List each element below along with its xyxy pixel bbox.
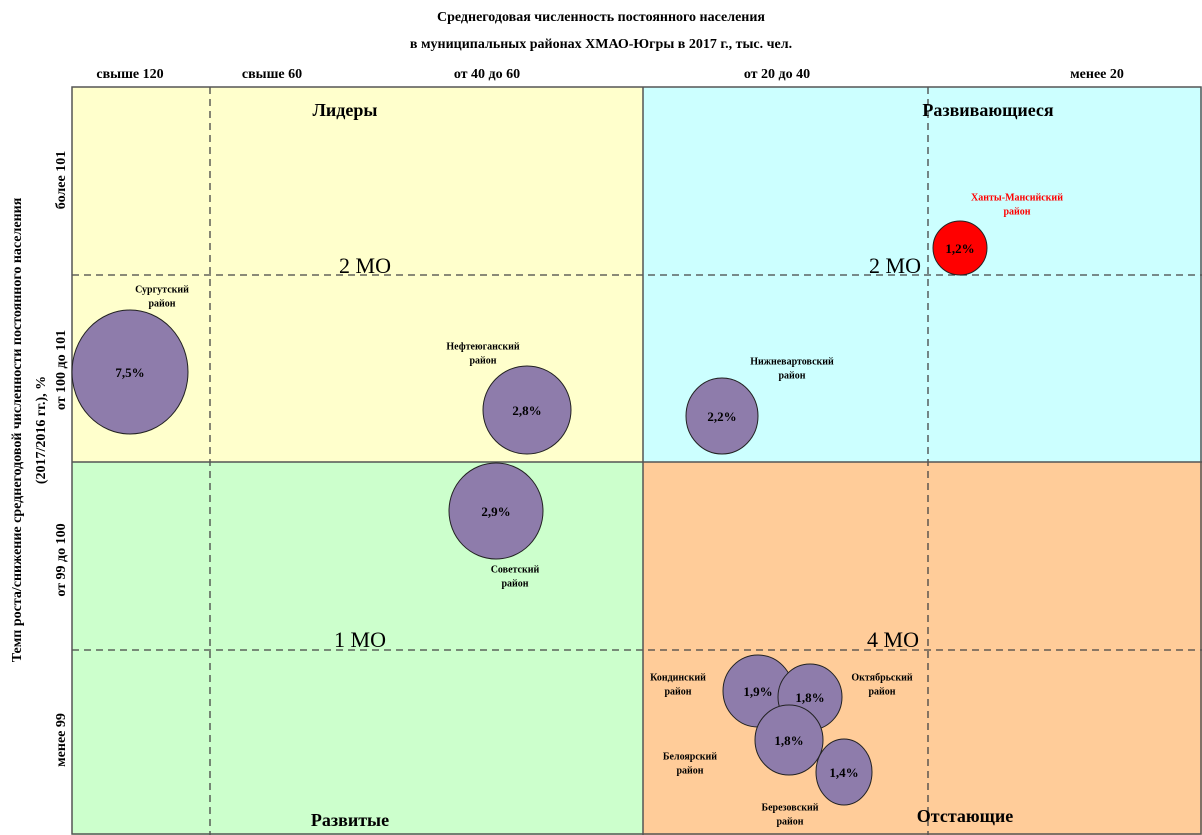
frame bbox=[71, 86, 1202, 835]
bubble bbox=[685, 377, 759, 455]
text: 2 МО bbox=[339, 253, 391, 278]
text: район bbox=[469, 355, 496, 366]
bubble bbox=[815, 738, 873, 806]
text: 2 МО bbox=[869, 253, 921, 278]
text: от 40 до 60 bbox=[454, 67, 520, 82]
text: Нефтеюганский bbox=[446, 341, 520, 352]
text: 1,2% bbox=[945, 241, 974, 256]
text: Кондинский bbox=[650, 672, 706, 683]
text: 1,8% bbox=[774, 733, 803, 748]
text: от 100 до 101 bbox=[54, 330, 69, 410]
text: 4 МО bbox=[867, 627, 919, 652]
text: (2017/2016 гг.), % bbox=[34, 376, 49, 484]
text: 2,9% bbox=[481, 504, 510, 519]
text: 1,4% bbox=[829, 765, 858, 780]
text: Березовский bbox=[761, 802, 818, 813]
text: 7,5% bbox=[115, 365, 144, 380]
bubble bbox=[448, 462, 544, 560]
text: район bbox=[1003, 206, 1030, 217]
text: менее 99 bbox=[54, 713, 69, 767]
text: Среднегодовая численность постоянного на… bbox=[437, 10, 765, 25]
text: Темп роста/снижение среднегодовой числен… bbox=[10, 197, 25, 662]
bubble bbox=[71, 309, 189, 435]
text: Советский bbox=[491, 564, 540, 575]
text: Октябрьский bbox=[851, 672, 913, 683]
bubble bbox=[932, 220, 988, 276]
text: от 99 до 100 bbox=[54, 523, 69, 596]
text: менее 20 bbox=[1070, 67, 1124, 82]
bubble bbox=[482, 365, 572, 455]
text: район bbox=[868, 686, 895, 697]
text: район bbox=[664, 686, 691, 697]
text: Нижневартовский bbox=[750, 356, 834, 367]
text: 1,9% bbox=[743, 684, 772, 699]
text: от 20 до 40 bbox=[744, 67, 810, 82]
text: 2,2% bbox=[707, 409, 736, 424]
text: Отстающие bbox=[917, 806, 1013, 826]
text: Лидеры bbox=[313, 100, 378, 120]
text: район bbox=[148, 298, 175, 309]
text: Развивающиеся bbox=[922, 100, 1054, 120]
text: Белоярский bbox=[663, 751, 717, 762]
text: 1 МО bbox=[334, 627, 386, 652]
text: свыше 120 bbox=[96, 67, 163, 82]
quadrant-bg bbox=[643, 462, 1202, 835]
text: Ханты-Мансийский bbox=[971, 192, 1063, 203]
text: Развитые bbox=[311, 810, 389, 830]
text: Сургутский bbox=[135, 284, 189, 295]
text: район bbox=[776, 816, 803, 827]
quadrant-bg bbox=[72, 462, 643, 835]
text: в муниципальных районах ХМАО-Югры в 2017… bbox=[410, 37, 792, 52]
text: 1,8% bbox=[795, 690, 824, 705]
text: район bbox=[676, 765, 703, 776]
text: район bbox=[778, 370, 805, 381]
text: более 101 bbox=[54, 151, 69, 209]
bubble bbox=[754, 704, 824, 776]
text: район bbox=[501, 578, 528, 589]
text: 2,8% bbox=[512, 403, 541, 418]
text: свыше 60 bbox=[242, 67, 302, 82]
